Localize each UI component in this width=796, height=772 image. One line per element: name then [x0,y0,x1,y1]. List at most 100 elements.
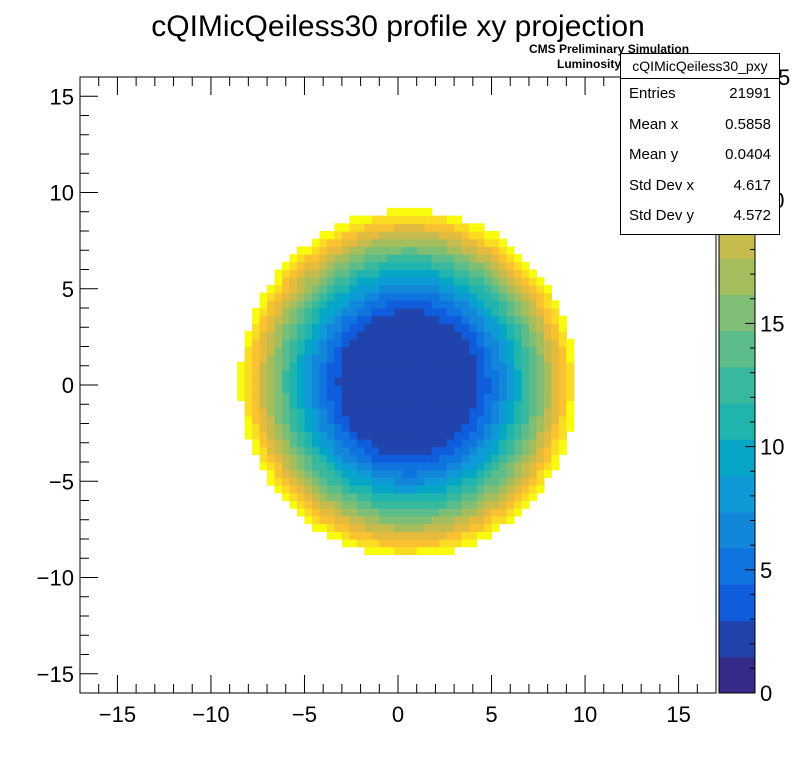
heat-cell [484,469,493,478]
heat-cell [319,423,328,432]
heat-cell [469,338,478,348]
heat-cell [439,231,448,240]
heat-cell [379,539,388,548]
z-tick-label: 15 [760,311,784,336]
heat-cell [506,431,515,440]
heat-cell [349,261,358,271]
heat-cell [424,546,433,555]
heat-cell [484,277,493,286]
heat-cell [506,392,515,401]
heat-cell [349,523,358,532]
heat-cell [274,446,283,455]
heat-cell [469,223,478,232]
heatmap-cells [237,207,575,555]
heat-cell [334,415,343,425]
heat-cell [491,308,500,317]
heat-cell [543,400,552,409]
heat-cell [282,354,291,363]
heat-cell [371,354,380,363]
heat-cell [521,269,530,278]
heat-cell [461,515,470,525]
heat-cell [304,415,313,425]
heat-cell [454,346,463,355]
heat-cell [311,477,321,486]
heat-cell [476,223,485,232]
heat-cell [371,539,380,548]
heat-cell [364,400,373,409]
cms-label: CMS Preliminary Simulation [529,42,690,56]
heat-cell [401,500,410,509]
heat-cell [304,400,313,409]
heat-cell [446,415,455,425]
heat-cell [296,277,306,286]
heat-cell [259,315,268,324]
heat-cell [461,269,470,278]
heat-cell [282,385,291,394]
heat-cell [267,331,276,340]
heat-cell [536,331,545,340]
heat-cell [543,462,552,471]
heat-cell [341,431,350,440]
heat-cell [409,515,418,525]
heat-cell [424,254,433,263]
heat-cell [319,523,328,532]
heat-cell [401,508,410,517]
heat-cell [319,415,328,425]
heat-cell [536,438,545,448]
heat-cell [244,369,253,378]
heat-cell [364,485,373,494]
heat-cell [334,238,343,247]
heat-cell [409,308,418,317]
heat-cell [259,354,268,363]
heat-cell [506,515,515,525]
heat-cell [289,300,298,309]
heat-cell [499,361,508,371]
heat-cell [484,315,493,324]
heat-cell [469,539,478,548]
heat-cell [311,361,321,371]
heat-cell [296,338,306,348]
heat-cell [356,492,365,502]
heat-cell [476,392,485,401]
heat-cell [334,315,343,324]
heat-cell [244,392,253,401]
heat-cell [304,292,313,301]
heat-cell [416,331,425,340]
heat-cell [356,392,365,401]
heat-cell [499,323,508,332]
heat-cell [371,431,380,440]
heat-cell [558,338,567,348]
heat-cell [371,300,380,309]
heat-cell [289,438,298,448]
heat-cell [469,492,478,502]
heat-cell [469,292,478,301]
heat-cell [543,408,552,417]
heat-cell [304,492,313,502]
heat-cell [416,377,425,386]
heat-cell [506,300,515,309]
heat-cell [326,377,335,386]
heat-cell [311,515,321,525]
heat-cell [379,469,388,478]
heat-cell [536,308,545,317]
heat-cell [311,308,321,317]
heat-cell [536,392,545,401]
heat-cell [528,338,538,348]
heat-cell [416,523,425,532]
heat-cell [431,277,440,286]
heat-cell [349,392,358,401]
heat-cell [521,261,530,271]
heat-cell [349,254,358,263]
heat-cell [461,500,470,509]
heat-cell [484,392,493,401]
heat-cell [454,385,463,394]
heat-cell [566,415,575,425]
heat-cell [439,331,448,340]
heat-cell [394,523,403,532]
heat-cell [424,215,433,224]
heat-cell [536,361,545,371]
heat-cell [252,323,261,332]
heat-cell [282,446,291,455]
heat-cell [461,300,470,309]
heat-cell [558,323,567,332]
